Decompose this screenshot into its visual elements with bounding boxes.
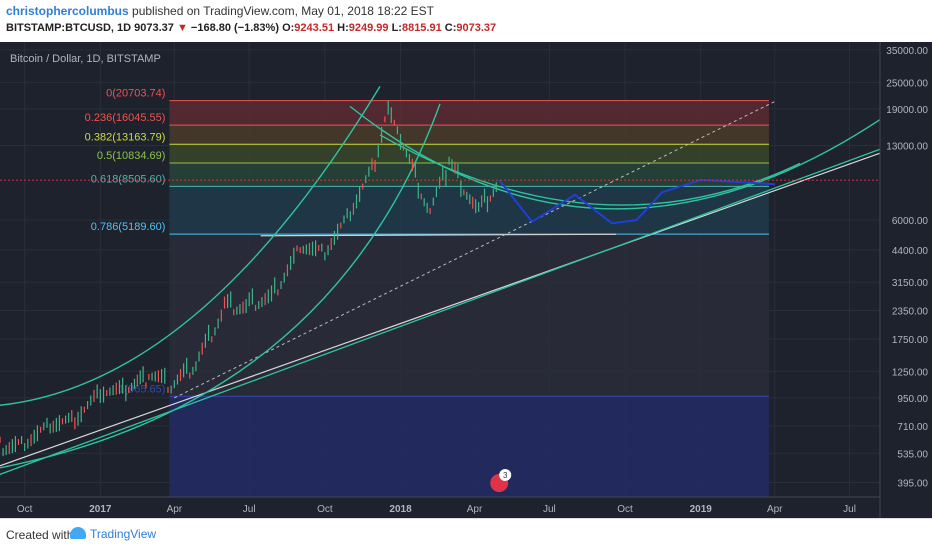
tradingview-brand: TradingView bbox=[90, 527, 157, 541]
publish-line: christophercolumbus published on Trading… bbox=[6, 4, 434, 18]
fib-level-label: 0.236(16045.55) bbox=[85, 112, 166, 124]
symbol-label: BITSTAMP:BTCUSD, 1D bbox=[6, 22, 132, 34]
price-tick-label: 19000.00 bbox=[886, 105, 928, 116]
time-tick-label: 2018 bbox=[389, 504, 412, 515]
high-value: 9249.99 bbox=[348, 22, 389, 34]
author-link[interactable]: christophercolumbus bbox=[6, 4, 129, 18]
time-tick-label: Jul bbox=[243, 504, 256, 515]
event-badge bbox=[499, 469, 512, 481]
arc-cup-inner bbox=[379, 134, 801, 206]
projection-line bbox=[498, 178, 775, 225]
price-tick-label: 13000.00 bbox=[886, 141, 928, 152]
price-chart[interactable]: 0(20703.74) 0.236(16045.55) 0.382(13163.79… bbox=[0, 42, 932, 518]
arc-outer bbox=[0, 85, 381, 406]
fib-zone bbox=[169, 100, 769, 126]
arc-inner bbox=[0, 103, 441, 469]
close-label: C: bbox=[444, 22, 457, 34]
time-tick-label: Jul bbox=[543, 504, 556, 515]
price-tick-label: 6000.00 bbox=[892, 216, 929, 227]
open-value: 9243.51 bbox=[294, 22, 335, 34]
time-tick-label: Apr bbox=[467, 504, 483, 515]
price-tick-label: 395.00 bbox=[897, 479, 928, 490]
fib-level-label: 1(965.65) bbox=[118, 383, 165, 395]
fib-zone bbox=[169, 144, 769, 164]
fib-level-label: 0.5(10834.69) bbox=[97, 150, 166, 162]
time-tick-label: Apr bbox=[167, 504, 183, 515]
time-tick-label: Apr bbox=[767, 504, 783, 515]
down-arrow-icon: ▼ bbox=[176, 22, 188, 34]
price-tick-label: 535.00 bbox=[897, 449, 928, 460]
fib-zone bbox=[169, 125, 769, 145]
chart-header: christophercolumbus published on Trading… bbox=[0, 0, 932, 42]
fib-level-label: 0.618(8505.60) bbox=[91, 173, 166, 185]
tradingview-cloud-icon bbox=[70, 527, 86, 539]
price-axis bbox=[880, 42, 932, 518]
footer: Created with TradingView bbox=[0, 518, 932, 551]
price-tick-label: 25000.00 bbox=[886, 78, 928, 89]
close-value: 9073.37 bbox=[456, 22, 497, 34]
low-value: 8815.91 bbox=[401, 22, 442, 34]
tradingview-logo[interactable]: TradingView bbox=[70, 527, 156, 541]
fib-zone-below bbox=[169, 396, 769, 497]
event-badge-count: 3 bbox=[503, 471, 508, 480]
price-tick-label: 1250.00 bbox=[892, 367, 929, 378]
time-tick-label: Oct bbox=[317, 504, 333, 515]
ohlc-line: BITSTAMP:BTCUSD, 1D 9073.37 ▼ −168.80 (−… bbox=[6, 22, 496, 34]
published-text: published on TradingView.com, May 01, 20… bbox=[132, 4, 434, 18]
support-line bbox=[260, 233, 617, 237]
high-label: H: bbox=[337, 22, 349, 34]
created-with-label: Created with bbox=[6, 528, 74, 542]
time-tick-label: Oct bbox=[617, 504, 633, 515]
fib-level-label: 0.786(5189.60) bbox=[91, 221, 166, 233]
low-label: L: bbox=[391, 22, 402, 34]
fib-zone bbox=[169, 163, 769, 187]
change-value: −168.80 (−1.83%) bbox=[190, 22, 279, 34]
open-label: O: bbox=[282, 22, 295, 34]
fib-zone bbox=[169, 186, 769, 235]
chart-title: Bitcoin / Dollar, 1D, BITSTAMP bbox=[10, 53, 161, 65]
price-tick-label: 3150.00 bbox=[892, 278, 929, 289]
price-tick-label: 1750.00 bbox=[892, 335, 929, 346]
price-tick-label: 950.00 bbox=[897, 394, 928, 405]
fib-level-label: 0(20703.74) bbox=[106, 88, 165, 100]
time-tick-label: Oct bbox=[17, 504, 33, 515]
chart-area[interactable]: 0(20703.74) 0.236(16045.55) 0.382(13163.79… bbox=[0, 42, 932, 518]
time-tick-label: 2017 bbox=[89, 504, 112, 515]
time-tick-label: 2019 bbox=[690, 504, 713, 515]
trendline-white bbox=[0, 152, 881, 467]
price-tick-label: 4400.00 bbox=[892, 246, 929, 257]
price-tick-label: 710.00 bbox=[897, 422, 928, 433]
fib-zone bbox=[169, 234, 769, 397]
price-tick-label: 35000.00 bbox=[886, 46, 928, 57]
price-tick-label: 2350.00 bbox=[892, 306, 929, 317]
arc-cup-outer bbox=[349, 105, 881, 210]
trendline-green bbox=[0, 148, 881, 475]
last-price: 9073.37 bbox=[134, 22, 174, 34]
time-tick-label: Jul bbox=[843, 504, 856, 515]
fib-level-label: 0.382(13163.79) bbox=[85, 131, 166, 143]
